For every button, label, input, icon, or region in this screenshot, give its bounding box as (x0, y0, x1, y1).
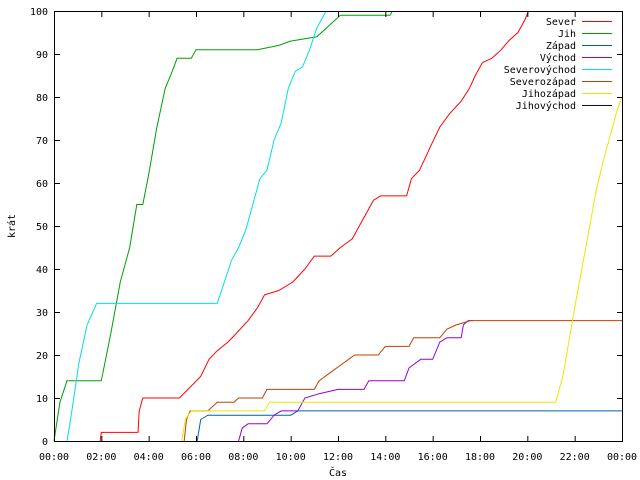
series-line-4 (238, 320, 473, 442)
legend-label: Jih (558, 29, 576, 40)
y-tick-label: 40 (36, 265, 48, 276)
series-line-2 (53, 10, 393, 442)
legend-label: Sever (546, 17, 576, 28)
x-axis-title: Čas (329, 466, 347, 479)
legend-label: Severovýchod (504, 64, 576, 76)
y-axis-title: krát (6, 214, 18, 238)
legend: SeverJihZápadVýchodSeverovýchodSeverozáp… (504, 17, 612, 112)
legend-label: Jihozápad (522, 88, 576, 100)
y-tick-label: 100 (30, 7, 48, 18)
y-tick-label: 30 (36, 308, 48, 319)
legend-label: Východ (540, 52, 576, 64)
x-tick-label: 08:00 (228, 452, 258, 463)
legend-label: Jihovýchod (516, 100, 576, 112)
y-tick-label: 60 (36, 179, 48, 190)
series-line-6 (183, 320, 622, 442)
x-tick-label: 20:00 (512, 452, 542, 463)
y-tick-label: 50 (36, 222, 48, 233)
y-axis-ticks: 0 10 20 30 40 50 60 70 80 90 100 (30, 7, 623, 448)
y-tick-label: 20 (36, 351, 48, 362)
series-line-3 (196, 410, 622, 442)
y-tick-label: 70 (36, 136, 48, 147)
x-tick-label: 22:00 (560, 452, 590, 463)
series-line-1 (99, 10, 529, 442)
plot-frame (54, 11, 623, 442)
legend-label: Severozápad (510, 76, 576, 88)
x-tick-label: 18:00 (465, 452, 495, 463)
x-tick-label: 00:00 (607, 452, 637, 463)
legend-label: Západ (546, 40, 576, 52)
y-tick-label: 90 (36, 50, 48, 61)
x-axis-ticks: 00:00 02:00 04:00 06:00 08:00 10:00 12:00 14:00… (39, 11, 637, 463)
y-tick-label: 0 (42, 437, 48, 448)
x-tick-label: 16:00 (418, 452, 448, 463)
series-layer (53, 10, 623, 442)
y-tick-label: 10 (36, 394, 48, 405)
series-line-5 (66, 10, 327, 442)
x-tick-label: 12:00 (323, 452, 353, 463)
x-tick-label: 06:00 (181, 452, 211, 463)
y-tick-label: 80 (36, 93, 48, 104)
x-tick-label: 04:00 (134, 452, 164, 463)
x-tick-label: 14:00 (370, 452, 400, 463)
x-tick-label: 02:00 (86, 452, 116, 463)
x-tick-label: 10:00 (276, 452, 306, 463)
series-line-7 (181, 96, 623, 442)
x-tick-label: 00:00 (39, 452, 69, 463)
